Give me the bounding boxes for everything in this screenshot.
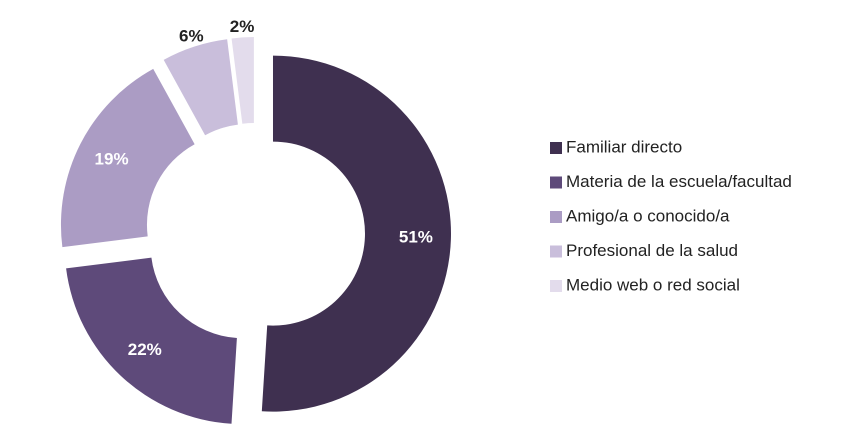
value-label: 22% [128,340,162,359]
value-label: 6% [179,27,204,46]
donut-slice [66,257,237,424]
legend-swatch [550,142,562,154]
legend-swatch [550,211,562,223]
value-label: 2% [230,17,255,36]
legend-swatch [550,245,562,258]
donut-slice [163,39,238,136]
donut-slice [60,68,195,248]
value-label: 51% [399,228,433,247]
legend-swatch [550,280,562,292]
donut-slice [261,55,451,412]
legend-label: Amigo/a o conocido/a [566,206,730,225]
legend-label: Profesional de la salud [566,241,738,260]
donut-slice [231,37,254,124]
legend-label: Medio web o red social [566,275,740,294]
legend-label: Materia de la escuela/facultad [566,172,792,191]
legend-swatch [550,176,562,189]
legend-label: Familiar directo [566,137,682,156]
value-label: 19% [95,149,129,168]
